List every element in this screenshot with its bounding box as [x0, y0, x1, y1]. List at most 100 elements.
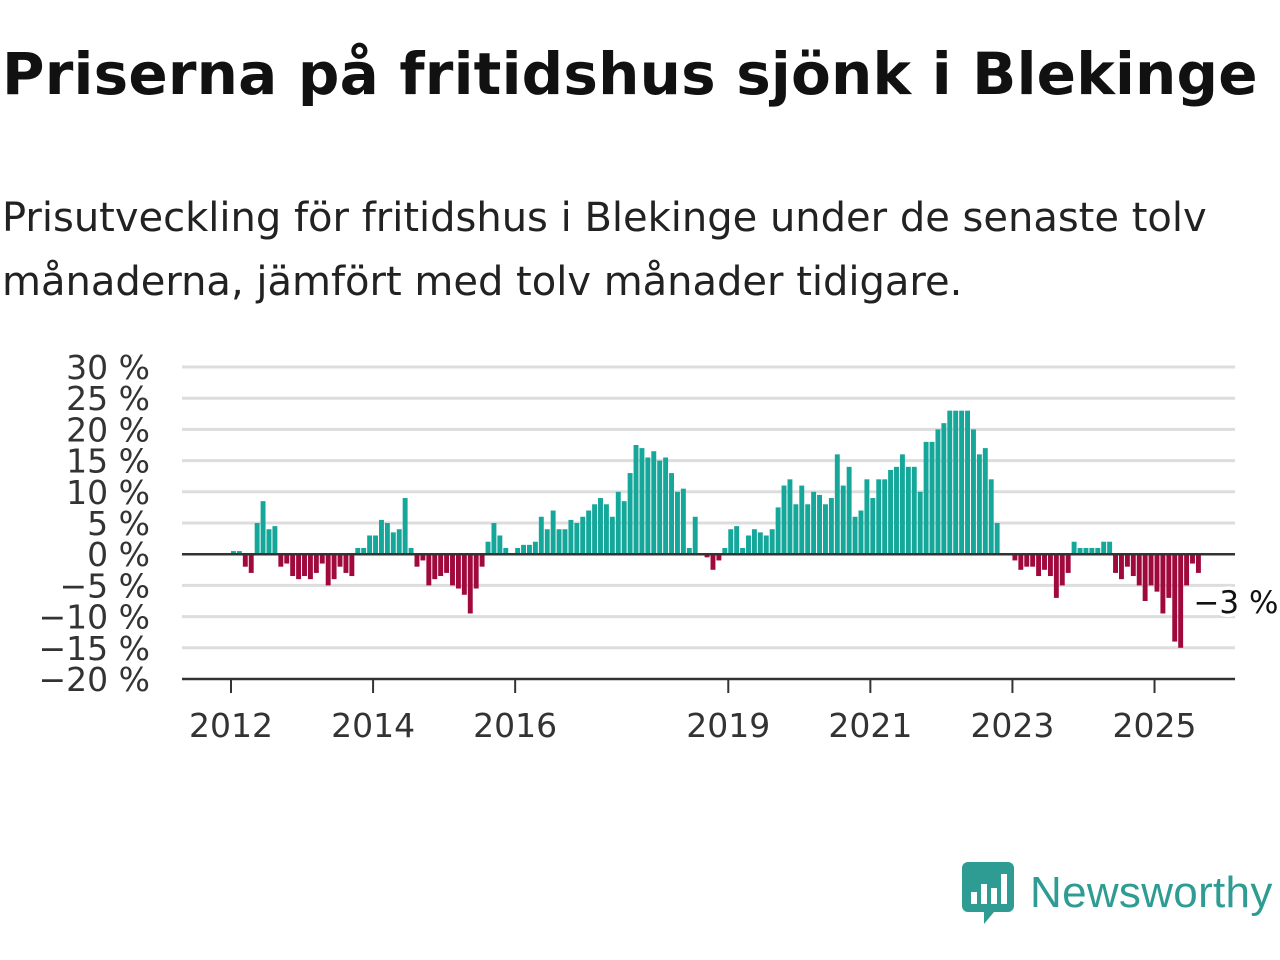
bar [740, 547, 746, 555]
bar [485, 541, 491, 555]
bar [953, 410, 959, 555]
bar [1154, 554, 1160, 592]
bar [686, 547, 692, 555]
chart-subtitle: Prisutveckling för fritidshus i Blekinge… [2, 195, 1207, 305]
bar [455, 554, 461, 589]
bar [615, 491, 621, 555]
bar [414, 554, 420, 567]
bar [941, 423, 947, 555]
bar [1042, 554, 1047, 570]
y-tick-label: 0 % [87, 535, 150, 574]
x-tick-label: 2016 [473, 706, 557, 745]
bar [1107, 541, 1113, 555]
bar [1077, 547, 1083, 555]
bar [325, 554, 331, 586]
bar [982, 448, 988, 555]
bar [657, 460, 663, 555]
bar [710, 554, 716, 570]
bar [621, 501, 627, 555]
bar [574, 523, 580, 555]
bar [1113, 554, 1118, 573]
bar [337, 554, 343, 567]
bar [420, 554, 426, 561]
y-tick-label: −15 % [39, 629, 151, 668]
bar [367, 535, 373, 555]
bar [633, 445, 639, 555]
bar [1172, 554, 1178, 642]
bar [390, 532, 396, 555]
bar [1059, 554, 1065, 586]
bar [1160, 554, 1166, 614]
bar [1071, 541, 1077, 555]
bar [669, 473, 674, 555]
bar [1024, 554, 1030, 567]
x-tick-label: 2014 [331, 706, 415, 745]
bar [846, 466, 852, 555]
bar [905, 466, 911, 555]
last-value-label-halo: −3 % [1193, 585, 1278, 621]
bar [1065, 554, 1071, 573]
bar [355, 547, 361, 555]
bar [1119, 554, 1124, 580]
bar [236, 551, 242, 555]
bar [663, 457, 669, 555]
bar [408, 547, 414, 555]
bar [1053, 554, 1059, 598]
bar [858, 510, 864, 555]
bar [562, 529, 568, 555]
bar [828, 498, 834, 555]
bar [438, 554, 444, 577]
bar [1083, 547, 1089, 555]
bar [426, 554, 432, 586]
last-value-label: −3 % [1193, 585, 1278, 621]
bar [609, 516, 615, 555]
bar [639, 448, 645, 555]
bar [757, 532, 763, 555]
bar [692, 516, 698, 555]
bar [769, 529, 775, 555]
bar [763, 535, 769, 555]
bar [994, 523, 1000, 555]
bar [929, 441, 935, 555]
bar [1190, 554, 1195, 564]
bar [473, 554, 479, 589]
bar [603, 504, 609, 555]
bar [911, 466, 917, 555]
bar [319, 554, 325, 564]
bar [396, 529, 402, 555]
bar [461, 554, 467, 595]
bar [627, 473, 633, 555]
bar [302, 554, 307, 577]
bar [1148, 554, 1154, 586]
bar [1089, 547, 1095, 555]
bar [361, 547, 367, 555]
y-tick-label: −20 % [39, 660, 151, 699]
newsworthy-logo: Newsworthy [962, 862, 1273, 924]
bar [793, 504, 799, 555]
bar [852, 516, 858, 555]
bar [1166, 554, 1172, 598]
bar [751, 529, 757, 555]
bar [811, 491, 817, 555]
bar [971, 429, 976, 555]
bar [775, 507, 781, 555]
x-tick-label: 2012 [189, 706, 273, 745]
bar [959, 410, 965, 555]
bar [242, 554, 248, 567]
bar [746, 535, 751, 555]
bar [645, 457, 651, 555]
x-tick-label: 2021 [828, 706, 912, 745]
bar [373, 535, 378, 555]
bar [432, 554, 438, 580]
bar [1095, 547, 1101, 555]
bar [284, 554, 290, 564]
bar [988, 479, 994, 555]
bar [976, 454, 982, 555]
bar [515, 547, 521, 555]
bar [331, 554, 337, 580]
x-tick-label: 2025 [1113, 706, 1197, 745]
bar [716, 554, 722, 561]
bar-chart-speech-bubble-icon [962, 862, 1014, 924]
y-tick-label: −5 % [60, 566, 151, 605]
bar [248, 554, 254, 573]
